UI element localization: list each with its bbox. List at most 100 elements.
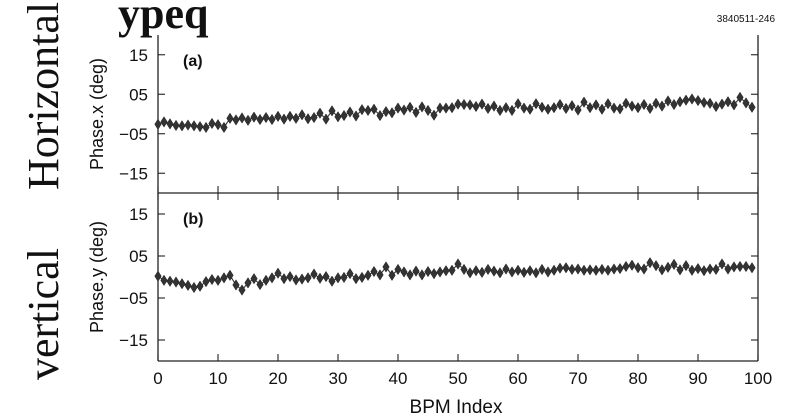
panel-a-data-point — [748, 101, 756, 113]
panel-b-data-point — [538, 263, 546, 276]
panel-b-data-point — [598, 263, 606, 276]
panel-b-data-point — [436, 266, 444, 278]
panel-a-data-point — [310, 111, 318, 124]
panel-a-data-point — [514, 98, 522, 110]
panel-a-data-point — [532, 98, 540, 110]
panel-a-data-point — [256, 113, 264, 126]
x-tick-label: 40 — [389, 369, 408, 388]
panel-a-data-point — [700, 96, 708, 109]
panel-a-y-axis-label: Phase.x (deg) — [87, 58, 107, 170]
panel-b-data-point — [724, 263, 732, 275]
panel-b-data-point — [280, 273, 288, 285]
panel-b-data-point — [520, 266, 528, 279]
x-tick-label: 10 — [209, 369, 228, 388]
panel-a-data-point — [412, 106, 420, 119]
panel-b-data-point — [424, 265, 432, 278]
panel-a-data-point — [190, 120, 198, 132]
panel-a-data-point — [298, 109, 306, 121]
panel-a-data-point — [460, 98, 468, 111]
header-fragment: ypeq — [118, 0, 209, 38]
panel-a-data-point — [448, 102, 456, 114]
panel-a-data-point — [172, 119, 180, 132]
panel-a-data-point — [280, 113, 288, 125]
panel-b-data-point — [190, 281, 198, 294]
panel-b-data-point — [682, 259, 690, 272]
panel-a-data-point — [634, 102, 642, 114]
panel-b-data-point — [292, 274, 300, 286]
panel-a-data-point — [574, 104, 582, 116]
panel-a-data-point — [220, 121, 228, 134]
panel-b-data-point — [526, 265, 534, 277]
panel-b-data-point — [310, 268, 318, 280]
panel-b-data-point — [688, 264, 696, 276]
panel-b-data-point — [370, 265, 378, 278]
panel-b-data-point — [298, 273, 306, 285]
panel-a-ytick-label: 05 — [129, 85, 148, 104]
panel-b-data-point — [454, 258, 462, 270]
panel-b-data-point — [622, 260, 630, 273]
panel-a-data-point — [484, 102, 492, 115]
panel-b-data-point — [412, 265, 420, 277]
panel-a-data-point — [568, 100, 576, 112]
panel-a-data-point — [442, 102, 450, 114]
panel-a-data-point — [340, 109, 348, 122]
panel-b-data-point — [442, 265, 450, 277]
panel-b-data-point — [268, 272, 276, 284]
panel-a-data-point — [502, 102, 510, 114]
panel-a-data-point — [610, 102, 618, 114]
panel-a-data-point — [664, 95, 672, 107]
panel-b-data-point — [226, 269, 234, 281]
panel-a-data-point — [394, 102, 402, 114]
panel-b-data-point — [478, 266, 486, 279]
panel-a-data-point — [382, 105, 390, 118]
panel-a-data-point — [604, 98, 612, 110]
panel-b-label: (b) — [183, 211, 203, 228]
panel-b-data-point — [214, 274, 222, 287]
panel-b-data-point — [646, 257, 654, 269]
panel-a-data-point — [436, 102, 444, 114]
panel-a-data-point — [550, 102, 558, 114]
panel-a-data-point — [406, 101, 414, 113]
panel-a-data-point — [244, 114, 252, 126]
panel-b-data-point — [154, 270, 162, 282]
panel-a-data-point — [688, 93, 696, 105]
panel-b-data-point — [586, 264, 594, 276]
panel-b-data-point — [670, 258, 678, 271]
panel-a-ytick-label: 15 — [129, 46, 148, 65]
panel-a-data-point — [208, 117, 216, 130]
panel-b-data-point — [676, 264, 684, 276]
panel-b-data-point — [472, 265, 480, 277]
panel-b-data-point — [568, 263, 576, 276]
panel-b-data-point — [232, 279, 240, 291]
panel-b-data-point — [490, 265, 498, 277]
panel-b-data-point — [244, 277, 252, 289]
panel-b-data-point — [694, 262, 702, 275]
panel-b-y-axis-label: Phase.y (deg) — [87, 221, 107, 333]
panel-a-data-point — [712, 100, 720, 113]
panel-a-data-point — [388, 107, 396, 119]
panel-b-data-point — [376, 269, 384, 281]
panel-b-data-point — [430, 267, 438, 280]
panel-b-data-point — [610, 263, 618, 275]
panel-a-data-point — [166, 118, 174, 130]
panel-b-data-point — [334, 272, 342, 284]
x-tick-label: 90 — [689, 369, 708, 388]
panel-b-data-point — [406, 269, 414, 281]
panel-a-data-point — [322, 113, 330, 125]
panel-a-data-point — [424, 104, 432, 117]
panel-b-data-point — [418, 269, 426, 281]
panel-a-data-point — [682, 94, 690, 106]
panel-b-data-point — [262, 274, 270, 287]
panel-b-data-point — [616, 262, 624, 275]
panel-a-data-point — [592, 99, 600, 111]
panel-b-data-point — [736, 260, 744, 273]
panel-a-data-point — [214, 118, 222, 131]
panel-b-data-point — [502, 263, 510, 275]
panel-a-series-line — [157, 96, 753, 129]
panel-a-data-point — [250, 111, 258, 123]
panel-b-data-point — [250, 273, 258, 285]
panel-b-ytick-label: 05 — [129, 247, 148, 266]
panel-a-data-point — [232, 114, 240, 126]
panel-b-data-point — [580, 264, 588, 276]
panel-a-data-point — [628, 100, 636, 112]
